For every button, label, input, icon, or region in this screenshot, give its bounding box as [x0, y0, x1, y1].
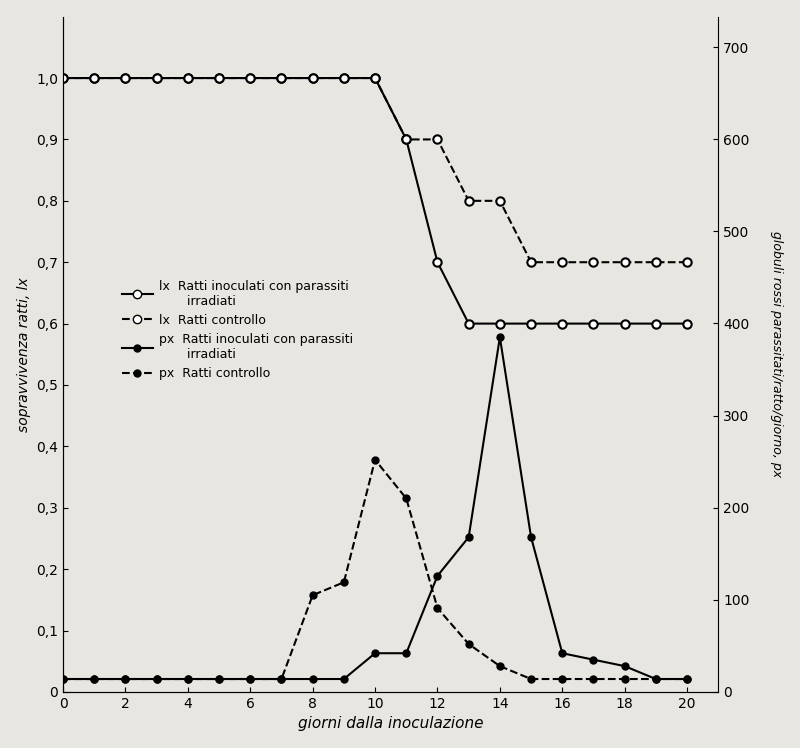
Y-axis label: globuli rossi parassitati/ratto/giorno, px: globuli rossi parassitati/ratto/giorno, … — [770, 231, 783, 477]
Legend: lx  Ratti inoculati con parassiti
       irradiati, lx  Ratti controllo, px  Rat: lx Ratti inoculati con parassiti irradia… — [122, 280, 354, 380]
X-axis label: giorni dalla inoculazione: giorni dalla inoculazione — [298, 717, 483, 732]
Y-axis label: sopravvivenza ratti, lx: sopravvivenza ratti, lx — [17, 277, 30, 432]
